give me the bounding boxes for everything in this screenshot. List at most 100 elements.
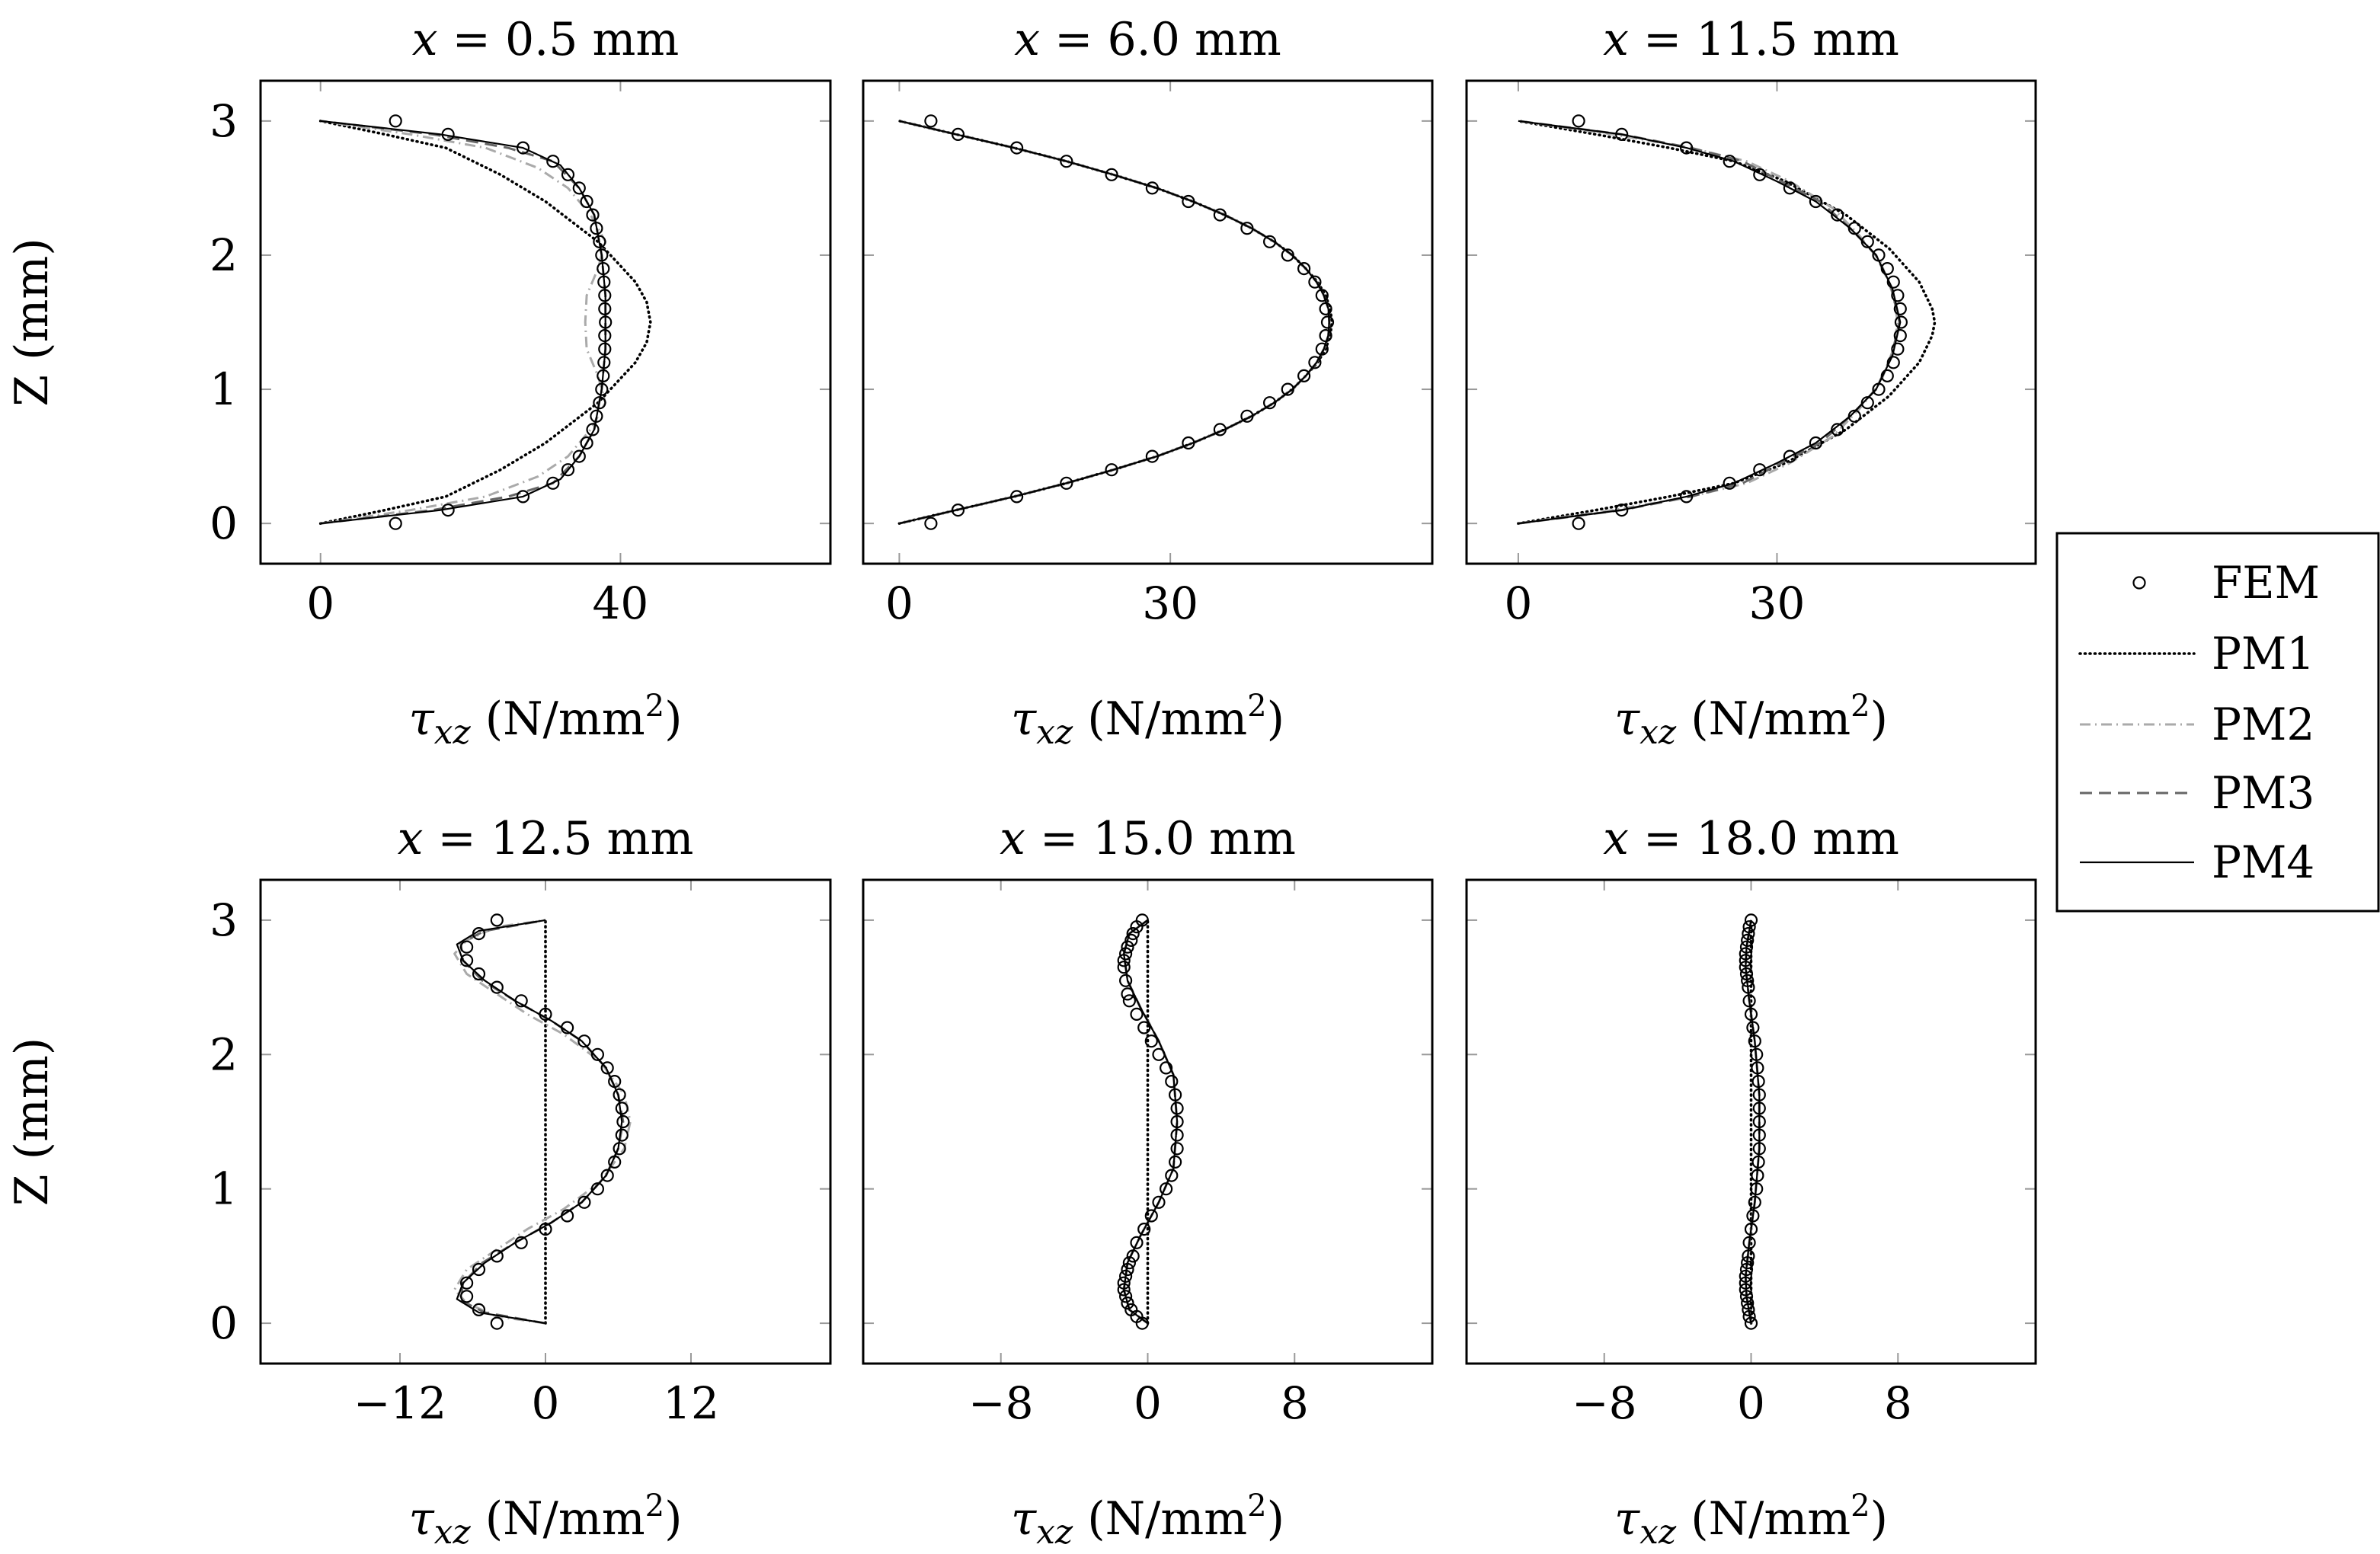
- fem-point: [459, 954, 474, 967]
- x-axis-superscript: 2: [1851, 1488, 1870, 1524]
- x-tick-label: 0: [532, 1377, 560, 1429]
- fem-point: [472, 967, 486, 981]
- fem-point: [1130, 1236, 1144, 1249]
- fem-point: [1860, 396, 1874, 410]
- x-tick-label: 8: [1884, 1377, 1912, 1429]
- title-variable: x: [1603, 812, 1629, 865]
- fem-point: [459, 1276, 474, 1290]
- fem-point: [613, 1088, 626, 1102]
- panel-title: x = 6.0 mm: [1014, 13, 1281, 66]
- x-axis-close: ): [664, 692, 682, 746]
- series-line-pm1: [1517, 120, 1937, 525]
- title-value: = 6.0 mm: [1040, 13, 1281, 66]
- y-tick-label: 0: [210, 497, 238, 549]
- y-axis-label: Z (mm): [5, 1038, 59, 1206]
- fem-point: [1308, 356, 1322, 369]
- fem-point: [1118, 1269, 1133, 1283]
- fem-point: [951, 127, 965, 141]
- plot-area: [897, 120, 1334, 525]
- fem-point: [1891, 289, 1905, 302]
- fem-point: [490, 980, 504, 994]
- fem-point: [1320, 315, 1335, 329]
- x-axis-symbol: τ: [1614, 692, 1640, 746]
- fem-point: [539, 1007, 552, 1022]
- legend-pm1-label: PM1: [2212, 628, 2314, 679]
- fem-point: [1751, 1169, 1764, 1182]
- fem-point: [1170, 1114, 1184, 1129]
- fem-point: [1117, 1283, 1131, 1297]
- fem-point: [1060, 476, 1073, 490]
- fem-point: [608, 1155, 622, 1169]
- fem-point: [514, 994, 528, 1008]
- fem-point: [459, 940, 474, 954]
- legend: FEM PM1 PM2 PM3 PM4: [2055, 532, 2380, 913]
- series-line-pm2: [453, 919, 632, 1325]
- fem-point: [472, 926, 486, 941]
- fem-point: [490, 1249, 504, 1263]
- legend-fem-marker: [2132, 576, 2146, 590]
- fem-point: [1753, 463, 1767, 477]
- y-axis-label: Z (mm): [5, 238, 59, 406]
- series-fem-markers: [389, 114, 613, 530]
- fem-point: [1168, 1088, 1182, 1102]
- series-fem-markers: [459, 913, 630, 1330]
- fem-point: [1751, 1061, 1764, 1075]
- fem-point: [1170, 1128, 1184, 1142]
- fem-point: [1741, 974, 1755, 987]
- fem-point: [1744, 913, 1758, 927]
- x-tick-label: −12: [353, 1377, 446, 1429]
- fem-point: [516, 490, 530, 504]
- fem-point: [472, 1303, 486, 1317]
- fem-point: [1117, 954, 1131, 967]
- fem-point: [441, 127, 455, 141]
- x-axis-label: τxz (N/mm2): [408, 689, 682, 752]
- fem-point: [561, 168, 575, 181]
- fem-point: [1742, 980, 1755, 994]
- fem-point: [597, 356, 611, 369]
- fem-point: [1680, 490, 1694, 504]
- fem-point: [597, 275, 611, 289]
- legend-fem-label: FEM: [2212, 557, 2320, 609]
- fem-point: [577, 1195, 591, 1209]
- fem-point: [1847, 222, 1861, 235]
- y-tick-label: 2: [210, 229, 238, 281]
- x-axis-symbol: τ: [408, 692, 434, 746]
- legend-pm2-label: PM2: [2212, 699, 2314, 750]
- x-tick-label: 12: [663, 1377, 719, 1429]
- fem-point: [1105, 463, 1118, 477]
- fem-point: [1739, 967, 1754, 981]
- panel-title: x = 12.5 mm: [398, 812, 694, 865]
- fem-point: [516, 141, 530, 155]
- fem-point: [1240, 409, 1254, 423]
- fem-point: [572, 181, 586, 195]
- fem-point: [1281, 248, 1294, 262]
- series-line-pm4: [899, 120, 1330, 525]
- fem-point: [598, 329, 612, 343]
- fem-point: [1262, 235, 1277, 248]
- fem-point: [599, 315, 613, 329]
- fem-point: [1121, 987, 1134, 1001]
- series-fem-markers: [1572, 114, 1908, 530]
- fem-point: [490, 913, 504, 927]
- fem-point: [1009, 141, 1024, 155]
- fem-point: [1742, 1309, 1756, 1323]
- fem-point: [1159, 1182, 1173, 1196]
- fem-point: [1308, 275, 1322, 289]
- fem-point: [1751, 1074, 1765, 1089]
- fem-point: [1213, 423, 1227, 436]
- fem-point: [580, 436, 593, 450]
- series-fem-markers: [1739, 913, 1766, 1330]
- fem-point: [1744, 1007, 1758, 1022]
- legend-pm3-label: PM3: [2212, 767, 2314, 819]
- x-axis-unit: (N/mm: [1676, 692, 1851, 746]
- title-variable: x: [1000, 812, 1025, 865]
- series-line-pm3: [320, 120, 607, 525]
- fem-point: [1746, 1021, 1760, 1034]
- series-line-pm1: [318, 120, 652, 525]
- x-axis-subscript: xz: [1639, 713, 1677, 752]
- fem-point: [1297, 369, 1311, 382]
- fem-point: [459, 1290, 474, 1303]
- plot-area: [318, 120, 652, 525]
